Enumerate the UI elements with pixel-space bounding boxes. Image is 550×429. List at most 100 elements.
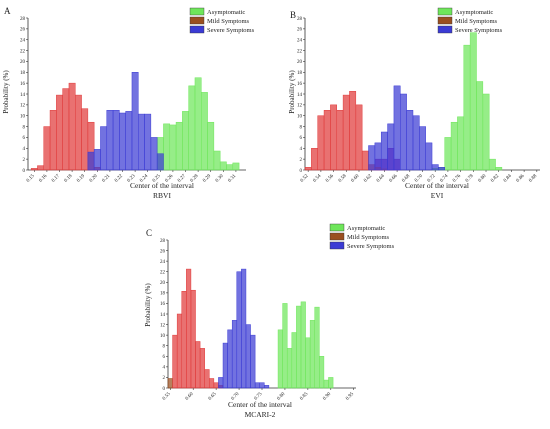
panel-a-ytick-label: 28 (20, 17, 26, 22)
panel-c-bar (190, 289, 196, 389)
panel-a-bar (119, 112, 126, 171)
panel-c-bar (245, 324, 251, 389)
panel-b-letter: B (290, 10, 296, 20)
panel-b-ytick-label: 26 (297, 28, 303, 33)
panel-a-bar (194, 77, 202, 171)
panel-b-bar (400, 93, 407, 171)
panel-a: A Probability (%) Center of the interval… (2, 6, 194, 200)
panel-c-bar (167, 378, 173, 389)
panel-b-xtick-label: 0.56 (325, 174, 335, 184)
panel-c-bar (186, 268, 192, 389)
panel-b-ytick-label: 10 (297, 115, 303, 120)
panel-a-xtick-label: 0.17 (51, 174, 61, 184)
panel-c-bar (204, 369, 210, 389)
panel-b-ytick-label: 20 (297, 60, 303, 65)
panel-c-sublabel: MCARI-2 (245, 410, 276, 419)
panel-b-bar (380, 131, 388, 171)
panel-b-xtick-label: 0.68 (401, 174, 411, 184)
panel-b-bar (444, 137, 452, 171)
panel-a-bar (43, 126, 51, 171)
panel-b-xtick-label: 0.60 (351, 174, 361, 184)
panel-a-bar (232, 162, 240, 171)
panel-b-xtick-label: 0.64 (376, 174, 386, 184)
panel-a-xtick-label: 0.18 (64, 174, 74, 184)
panel-b-xtick-label: 0.52 (300, 174, 310, 184)
panel-c-bar (213, 382, 219, 389)
panel-a-ytick-label: 4 (23, 147, 26, 152)
panel-c-xtick-label: 0.70 (231, 392, 241, 402)
panel-a-ytick-label: 22 (20, 49, 26, 54)
panel-c-bar (222, 342, 228, 389)
panel-c-bar (236, 271, 242, 389)
panel-a-xtick-label: 0.20 (89, 174, 99, 184)
panel-b-xtick-label: 0.70 (414, 174, 424, 184)
panel-a-xtick-label: 0.25 (152, 174, 162, 184)
panel-b-bar (304, 167, 312, 171)
panel-a-bar (30, 168, 38, 171)
panel-a-legend-label: Asymptomatic (207, 9, 245, 16)
panel-c-bar (296, 305, 302, 389)
panel-b-ytick-label: 0 (300, 169, 303, 174)
panel-a-legend-label: Mild Symptoms (207, 18, 250, 25)
panel-a-ytick-label: 20 (20, 60, 26, 65)
panel-a-bar (156, 153, 164, 171)
panel-b-bar (482, 93, 490, 171)
panel-a-xtick-label: 0.31 (228, 174, 238, 184)
panel-a-xlabel: Center of the interval (130, 181, 194, 190)
panel-c-xlabel: Center of the interval (228, 400, 292, 409)
panel-c-xtick-label: 0.75 (254, 392, 264, 402)
panel-a-legend-swatch (189, 25, 205, 34)
panel-a-xtick-label: 0.27 (177, 174, 187, 184)
panel-c-bar (314, 306, 320, 389)
panel-a-ytick-label: 6 (23, 136, 26, 141)
panel-a-xtick-label: 0.16 (39, 174, 49, 184)
panel-c: C Probability (%) Center of the interval… (144, 228, 292, 419)
panel-a-sublabel: RBVI (153, 191, 171, 200)
panel-a-legend-swatch (189, 7, 205, 16)
panel-c-bar (172, 334, 178, 389)
panel-c-ytick-label: 24 (160, 260, 166, 265)
panel-a-bar (75, 94, 82, 171)
panel-b-xtick-label: 0.86 (516, 174, 526, 184)
panel-a-bar (150, 137, 158, 171)
panel-c-xtick-label: 0.80 (277, 392, 287, 402)
panel-c-bar (305, 337, 311, 389)
panel-a-ytick-label: 12 (20, 104, 26, 109)
panel-c-bar (218, 377, 224, 389)
panel-b-bar (495, 167, 503, 171)
panel-c-ytick-label: 4 (163, 366, 166, 371)
panel-c-legend-swatch (329, 241, 345, 250)
panel-c-bar (176, 313, 183, 389)
panel-b-bar (457, 116, 465, 171)
panel-b-xlabel: Center of the interval (405, 181, 469, 190)
panel-b-ytick-label: 12 (297, 104, 303, 109)
panel-c-ylabel: Probability (%) (144, 283, 152, 327)
panel-b-ytick-label: 28 (297, 17, 303, 22)
panel-b-xtick-label: 0.74 (440, 174, 450, 184)
panel-b-bar (438, 167, 445, 171)
panel-c-ytick-label: 8 (163, 345, 166, 350)
panel-a-bar (207, 121, 215, 171)
panel-a-bar (131, 72, 139, 171)
panel-a-legend-swatch (189, 16, 205, 25)
panel-c-bar (209, 378, 215, 389)
panel-a-bar (219, 161, 227, 171)
panel-a-bar (56, 94, 63, 171)
panel-c-bar (250, 334, 256, 389)
panel-a-bar (112, 110, 120, 171)
panel-b-ytick-label: 22 (297, 49, 303, 54)
panel-b-ytick-label: 2 (300, 158, 303, 163)
panel-b-xtick-label: 0.54 (313, 174, 323, 184)
panel-a-xtick-label: 0.22 (114, 174, 124, 184)
panel-a-bar (37, 165, 45, 171)
panel-c-bar (195, 341, 201, 389)
panel-a-bar (169, 124, 177, 171)
panel-b-sublabel: EVI (431, 191, 444, 200)
panel-c-bar (231, 320, 238, 389)
panel-b-ytick-label: 14 (297, 93, 303, 98)
panel-b-xtick-label: 0.58 (338, 174, 348, 184)
panel-c-xtick-label: 0.55 (162, 392, 172, 402)
panel-a-ytick-label: 24 (20, 39, 26, 44)
panel-c-letter: C (146, 228, 152, 238)
